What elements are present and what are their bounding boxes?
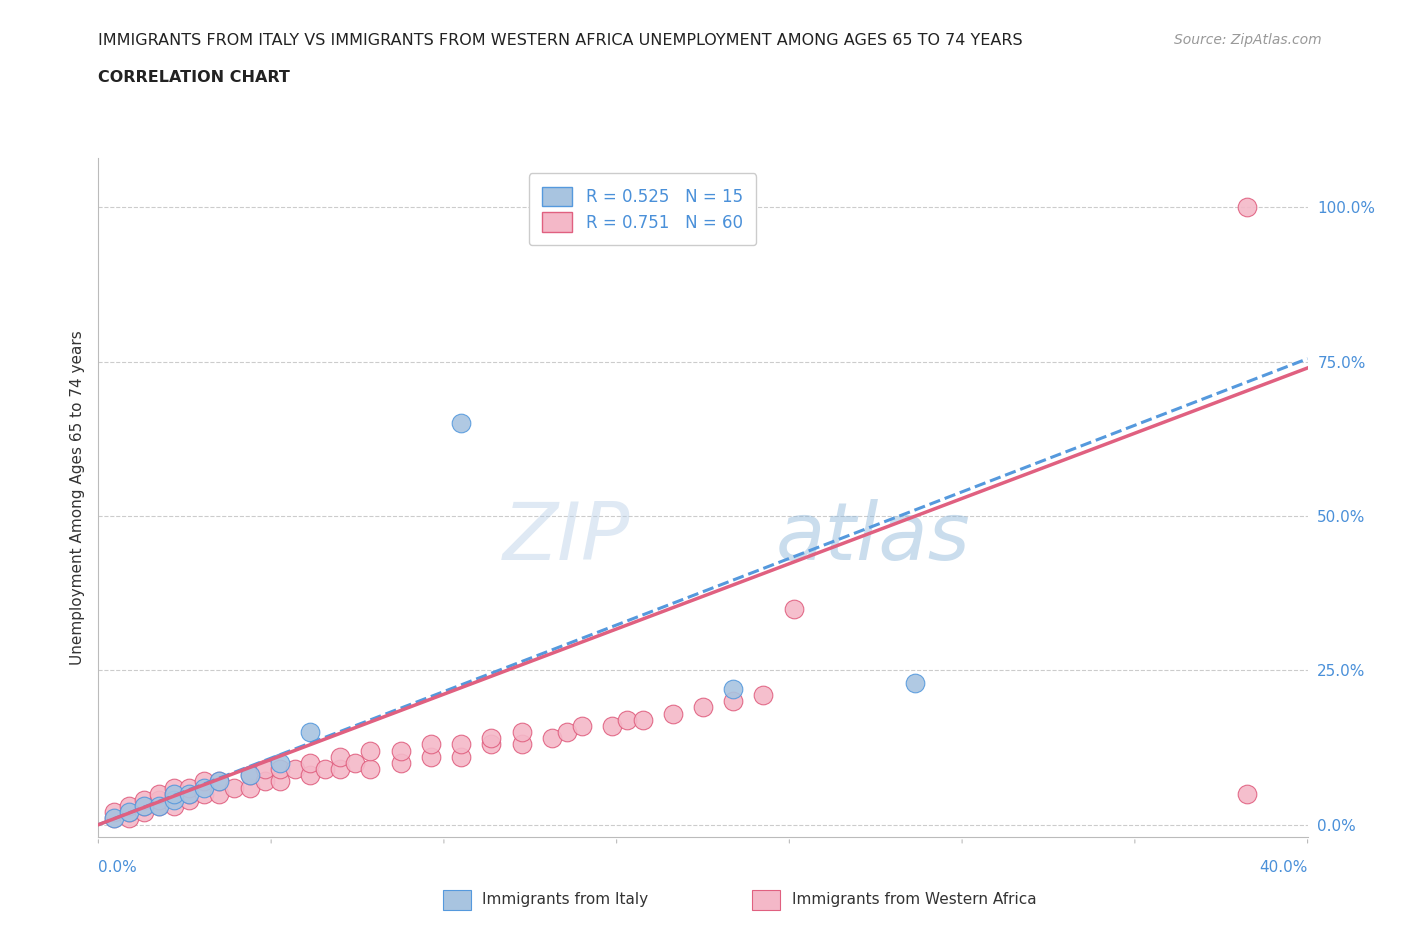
Legend: R = 0.525   N = 15, R = 0.751   N = 60: R = 0.525 N = 15, R = 0.751 N = 60 (529, 173, 756, 246)
Point (239, 768, 262, 783)
Point (239, 780, 262, 795)
Point (616, 712, 638, 727)
Point (360, 743, 382, 758)
Point (253, 774, 276, 789)
Point (148, 799, 170, 814)
Point (783, 601, 806, 616)
Point (239, 768, 262, 783)
Point (284, 762, 307, 777)
Point (450, 750, 472, 764)
Text: Immigrants from Western Africa: Immigrants from Western Africa (792, 892, 1036, 907)
Point (132, 799, 155, 814)
Point (163, 792, 186, 807)
Point (481, 731, 503, 746)
Point (193, 780, 215, 795)
Text: Immigrants from Italy: Immigrants from Italy (482, 892, 648, 907)
Point (420, 750, 443, 764)
Point (692, 700, 714, 715)
Point (1236, 787, 1258, 802)
Point (555, 724, 578, 739)
Point (103, 804, 125, 819)
Point (269, 755, 291, 770)
Point (118, 804, 141, 819)
Point (193, 774, 215, 789)
Point (510, 724, 533, 739)
Point (269, 762, 291, 777)
Point (163, 787, 186, 802)
Point (631, 712, 654, 727)
Text: IMMIGRANTS FROM ITALY VS IMMIGRANTS FROM WESTERN AFRICA UNEMPLOYMENT AMONG AGES : IMMIGRANTS FROM ITALY VS IMMIGRANTS FROM… (98, 33, 1024, 47)
Point (420, 737, 443, 751)
Point (752, 687, 775, 702)
Point (179, 787, 201, 802)
Point (148, 799, 170, 814)
Point (389, 755, 412, 770)
Point (1236, 200, 1258, 215)
Point (450, 416, 472, 431)
Point (299, 755, 322, 770)
Point (179, 780, 201, 795)
Point (360, 762, 382, 777)
Point (314, 762, 336, 777)
Point (118, 804, 141, 819)
Point (389, 743, 412, 758)
Point (132, 792, 155, 807)
Text: ZIP: ZIP (503, 499, 630, 578)
Point (329, 762, 352, 777)
Y-axis label: Unemployment Among Ages 65 to 74 years: Unemployment Among Ages 65 to 74 years (69, 330, 84, 665)
Point (253, 762, 276, 777)
Point (224, 780, 246, 795)
Point (132, 799, 155, 814)
Point (193, 787, 215, 802)
Point (148, 792, 170, 807)
Point (103, 811, 125, 826)
Text: 40.0%: 40.0% (1260, 860, 1308, 875)
Text: 0.0%: 0.0% (98, 860, 138, 875)
Text: CORRELATION CHART: CORRELATION CHART (98, 70, 290, 85)
Point (571, 719, 593, 734)
Point (103, 811, 125, 826)
Point (163, 787, 186, 802)
Point (510, 737, 533, 751)
Point (148, 787, 170, 802)
Point (208, 787, 231, 802)
Point (481, 737, 503, 751)
Point (723, 682, 745, 697)
Point (179, 787, 201, 802)
Point (179, 792, 201, 807)
Point (118, 799, 141, 814)
Point (329, 750, 352, 764)
Point (132, 804, 155, 819)
Point (602, 719, 624, 734)
Point (208, 774, 231, 789)
Point (163, 799, 186, 814)
Point (540, 731, 562, 746)
Point (904, 675, 927, 690)
Text: atlas: atlas (776, 499, 970, 578)
Point (208, 774, 231, 789)
Point (662, 706, 685, 721)
Text: Source: ZipAtlas.com: Source: ZipAtlas.com (1174, 33, 1322, 46)
Point (299, 768, 322, 783)
Point (299, 724, 322, 739)
Point (344, 755, 367, 770)
Point (163, 780, 186, 795)
Point (118, 811, 141, 826)
Point (723, 694, 745, 709)
Point (269, 774, 291, 789)
Point (450, 737, 472, 751)
